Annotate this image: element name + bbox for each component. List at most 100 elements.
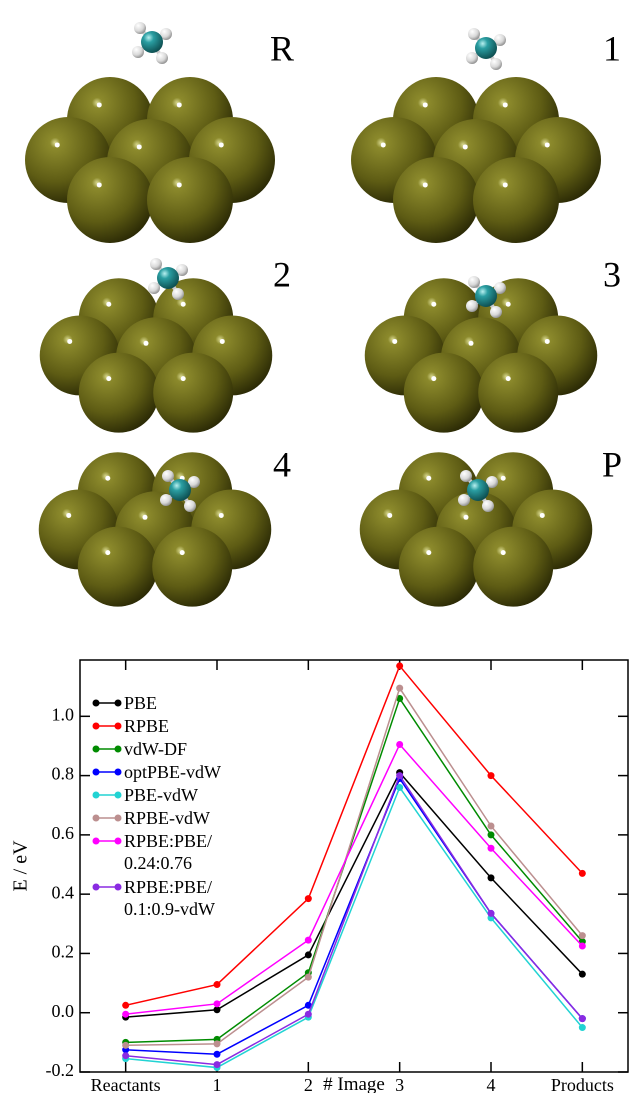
series-line [125, 785, 583, 1069]
surface-atom [393, 157, 479, 243]
hydrogen [486, 476, 498, 488]
highlight [136, 144, 142, 150]
highlight [539, 512, 545, 518]
legend-marker [114, 745, 122, 753]
hydrogen [150, 258, 162, 270]
legend-marker [92, 814, 100, 822]
highlight [502, 102, 508, 108]
structure-panel: P [359, 444, 622, 607]
hydrogen [188, 476, 200, 488]
surface-atom [152, 526, 233, 607]
hydrogen [176, 264, 188, 276]
data-point [487, 909, 495, 917]
hydrogen [134, 22, 146, 34]
surface-atom [398, 526, 479, 607]
panel-label: 2 [273, 254, 291, 294]
hydrogen [466, 300, 478, 312]
data-point [304, 895, 312, 903]
data-point [304, 1010, 312, 1018]
legend-marker [92, 722, 100, 730]
legend-marker [92, 837, 100, 845]
carbon [169, 479, 191, 501]
highlight [392, 338, 398, 344]
x-tick-label: 1 [213, 1075, 222, 1093]
highlight [387, 512, 393, 518]
data-point [578, 970, 586, 978]
data-point [487, 844, 495, 852]
data-point [213, 1006, 221, 1014]
data-point [487, 822, 495, 830]
carbon [475, 37, 497, 59]
y-tick-label: 0.0 [52, 1001, 75, 1021]
highlight [180, 376, 186, 382]
highlight [426, 550, 432, 556]
panel-label: 4 [273, 444, 291, 484]
highlight [463, 514, 469, 520]
highlight [96, 182, 102, 188]
legend-marker [92, 699, 100, 707]
surface-atom [473, 526, 554, 607]
surface-atom [67, 157, 153, 243]
hydrogen [482, 500, 494, 512]
legend-label: PBE [124, 693, 158, 713]
structure-panel: 1 [351, 28, 621, 243]
surface-atom [78, 352, 159, 433]
legend-marker [114, 699, 122, 707]
structure-panel: 4 [38, 444, 291, 607]
highlight [422, 102, 428, 108]
structure-panel: 2 [39, 254, 291, 433]
legend-label: RPBE-vdW [124, 808, 211, 828]
highlight [218, 512, 224, 518]
structure-panel: 3 [364, 254, 621, 433]
panel-label: 1 [603, 28, 621, 68]
legend-marker [92, 768, 100, 776]
legend-label: RPBE [124, 716, 170, 736]
highlight [67, 338, 73, 344]
legend-marker [92, 745, 100, 753]
y-tick-label: 0.4 [52, 882, 75, 902]
data-point [213, 1061, 221, 1069]
series-line [125, 771, 583, 1018]
highlight [219, 338, 225, 344]
data-point [487, 874, 495, 882]
highlight [54, 142, 60, 148]
legend-marker [114, 883, 122, 891]
highlight [176, 102, 182, 108]
highlight [143, 340, 149, 346]
highlight [431, 376, 437, 382]
highlight [544, 142, 550, 148]
data-point [304, 1001, 312, 1009]
legend-label: optPBE-vdW [124, 762, 221, 782]
data-point [578, 942, 586, 950]
data-point [213, 1040, 221, 1048]
surface-atom [147, 157, 233, 243]
highlight [96, 102, 102, 108]
panel-label: R [270, 28, 294, 68]
x-axis-label: # Image [323, 1074, 385, 1093]
series-line [125, 743, 583, 1015]
legend-label: RPBE:PBE/ 0.24:0.76 [124, 831, 213, 873]
highlight [431, 301, 437, 307]
legend-label: vdW-DF [124, 739, 187, 759]
hydrogen [468, 276, 480, 288]
highlight [426, 475, 432, 481]
data-point [578, 932, 586, 940]
legend-marker [114, 722, 122, 730]
hydrogen [160, 494, 172, 506]
legend-marker [114, 791, 122, 799]
hydrogen [172, 288, 184, 300]
highlight [505, 301, 511, 307]
plot-frame [79, 659, 629, 1073]
data-point [213, 1000, 221, 1008]
legend-marker [114, 837, 122, 845]
data-point [396, 740, 404, 748]
data-point [304, 973, 312, 981]
data-point [396, 772, 404, 780]
data-point [122, 1052, 130, 1060]
hydrogen [458, 494, 470, 506]
x-tick-label: 3 [395, 1075, 404, 1093]
highlight [462, 144, 468, 150]
surface-atom [77, 526, 158, 607]
